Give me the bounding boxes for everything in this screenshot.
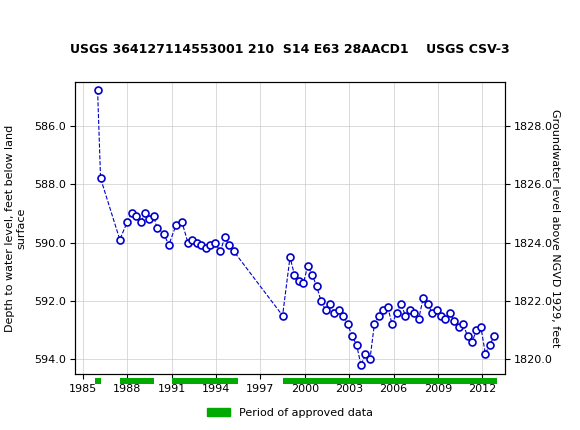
Y-axis label: Depth to water level, feet below land
surface: Depth to water level, feet below land su… (5, 124, 27, 332)
Bar (172, 378, 238, 384)
Bar (95, 378, 100, 384)
Legend: Period of approved data: Period of approved data (203, 403, 377, 422)
Text: ≡USGS: ≡USGS (12, 13, 70, 32)
Text: USGS 364127114553001 210  S14 E63 28AACD1    USGS CSV-3: USGS 364127114553001 210 S14 E63 28AACD1… (70, 43, 510, 56)
Y-axis label: Groundwater level above NGVD 1929, feet: Groundwater level above NGVD 1929, feet (550, 109, 560, 347)
Bar (120, 378, 154, 384)
Bar (282, 378, 497, 384)
